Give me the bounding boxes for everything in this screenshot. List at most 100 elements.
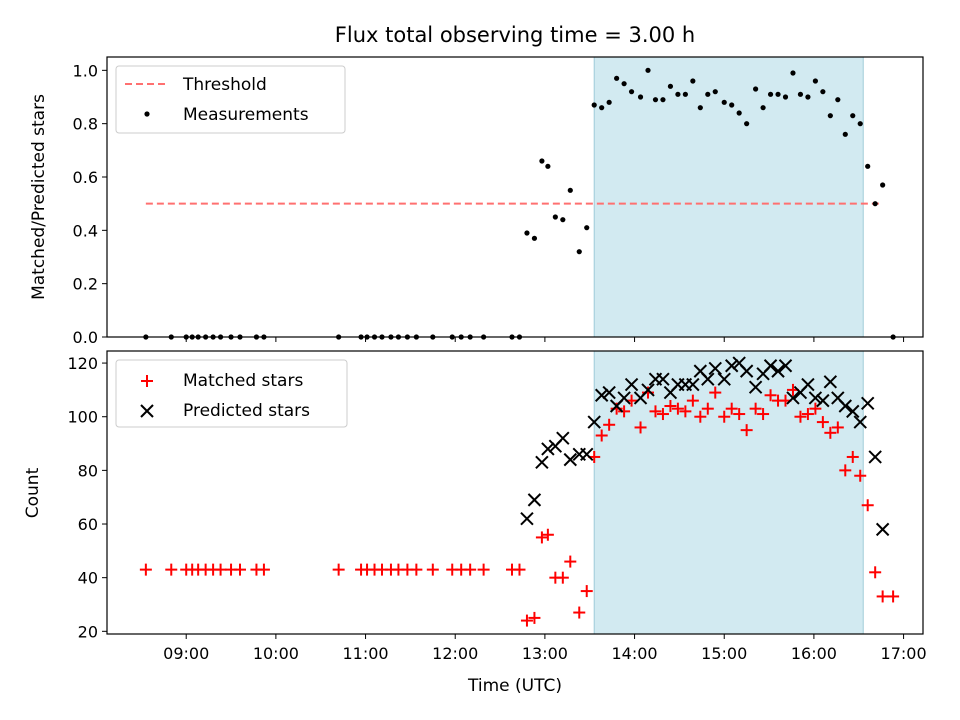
matched-stars-point: [520, 614, 533, 627]
measurements-point: [753, 86, 759, 92]
measurements-point: [850, 113, 856, 119]
predicted-stars-point: [541, 442, 555, 456]
x-tick-label: 11:00: [342, 644, 388, 663]
measurements-point: [775, 91, 781, 97]
measurements-point: [880, 182, 886, 188]
matched-stars-point: [477, 563, 490, 576]
bottom-y-tick-label: 120: [67, 354, 98, 373]
predicted-stars-point: [641, 383, 655, 397]
measurements-point: [682, 91, 688, 97]
matched-stars-point: [854, 469, 867, 482]
measurements-point: [531, 235, 538, 241]
predicted-stars-point: [701, 372, 715, 386]
matched-stars-point: [257, 563, 270, 576]
measurements-point: [652, 97, 659, 103]
measurements-point: [790, 70, 796, 76]
measurements-point: [690, 78, 696, 84]
measurements-point: [872, 201, 878, 207]
measurements-point: [865, 163, 871, 169]
x-tick-label: 13:00: [522, 644, 568, 663]
matched-stars-point: [464, 563, 477, 576]
bottom-y-tick-label: 40: [78, 569, 98, 588]
measurements-point: [576, 249, 582, 255]
matched-stars-point: [564, 555, 577, 568]
matched-stars-point: [846, 450, 859, 463]
bottom-y-tick-label: 100: [67, 408, 98, 427]
predicted-stars-point: [624, 377, 639, 392]
matched-stars-point: [595, 429, 608, 442]
predicted-stars-point: [602, 385, 616, 400]
measurements-point: [782, 94, 789, 100]
x-tick-label: 16:00: [791, 644, 837, 663]
top-y-axis-label: Matched/Predicted stars: [29, 94, 49, 300]
matched-stars-point: [733, 408, 746, 421]
legend-measurements-label: Measurements: [183, 105, 309, 125]
measurements-point: [805, 94, 811, 100]
matched-stars-point: [679, 405, 692, 418]
x-tick-label: 15:00: [701, 644, 747, 663]
matched-stars-point: [234, 563, 247, 576]
predicted-stars-point: [556, 431, 570, 445]
legend-matched-swatch: [141, 375, 153, 387]
matched-stars-point: [839, 464, 852, 477]
matched-stars-point: [541, 528, 554, 541]
matched-stars-point: [656, 408, 669, 421]
measurements-point: [827, 113, 833, 119]
matched-stars-point: [671, 402, 684, 415]
measurements-point: [705, 91, 711, 97]
predicted-stars-point: [771, 364, 785, 378]
predicted-stars-point: [580, 447, 594, 461]
measurements-point: [721, 99, 727, 105]
measurements-point: [591, 102, 597, 108]
measurements-point: [552, 214, 558, 220]
chart-title: Flux total observing time = 3.00 h: [335, 23, 695, 47]
legend-predicted-swatch: [140, 404, 154, 418]
measurements-point: [645, 67, 651, 73]
matched-stars-point: [686, 394, 699, 407]
predicted-stars-point: [763, 359, 778, 373]
matched-stars-point: [794, 410, 807, 423]
measurements-point: [628, 89, 635, 95]
predicted-stars-point: [860, 396, 875, 411]
measurements-point: [835, 97, 841, 103]
matched-stars-point: [410, 563, 423, 576]
measurements-point: [539, 158, 545, 164]
measurements-point: [797, 91, 804, 97]
predicted-stars-point: [617, 391, 631, 405]
x-tick-label: 10:00: [253, 644, 299, 663]
matched-stars-point: [816, 416, 829, 429]
matched-stars-point: [801, 408, 814, 421]
bottom-observing-span: [593, 350, 864, 635]
matched-stars-point: [824, 426, 837, 439]
matched-stars-point: [831, 421, 844, 434]
bottom-y-tick-label: 80: [78, 461, 98, 480]
matched-stars-point: [139, 563, 152, 576]
matched-stars-point: [528, 611, 541, 624]
matched-stars-point: [214, 563, 227, 576]
legend-measurements-swatch: [144, 111, 150, 117]
matched-stars-point: [649, 405, 662, 418]
predicted-stars-point: [786, 391, 800, 405]
predicted-stars-point: [816, 393, 830, 408]
measurements-point: [606, 99, 612, 105]
predicted-stars-point: [875, 522, 890, 537]
bottom-panel: 20 40 60 80 100 120 09:00 10:00 11:00 12:00 13:00 1…: [23, 350, 927, 663]
measurements-point: [599, 105, 605, 111]
measurements-point: [584, 225, 590, 231]
measurements-point: [812, 78, 818, 84]
measurements-point: [545, 163, 551, 169]
top-y-tick-label: 0.4: [73, 221, 98, 240]
measurements-point: [729, 102, 735, 108]
matched-stars-point: [701, 402, 714, 415]
predicted-stars-point: [868, 450, 882, 464]
matched-stars-point: [740, 424, 753, 437]
measurements-point: [637, 94, 644, 100]
matched-stars-point: [876, 590, 889, 603]
matched-stars-point: [580, 585, 593, 598]
measurements-point: [697, 105, 703, 111]
measurements-point: [820, 89, 826, 95]
predicted-stars-point: [739, 364, 754, 378]
predicted-stars-point: [724, 359, 739, 373]
measurements-point: [842, 131, 848, 137]
